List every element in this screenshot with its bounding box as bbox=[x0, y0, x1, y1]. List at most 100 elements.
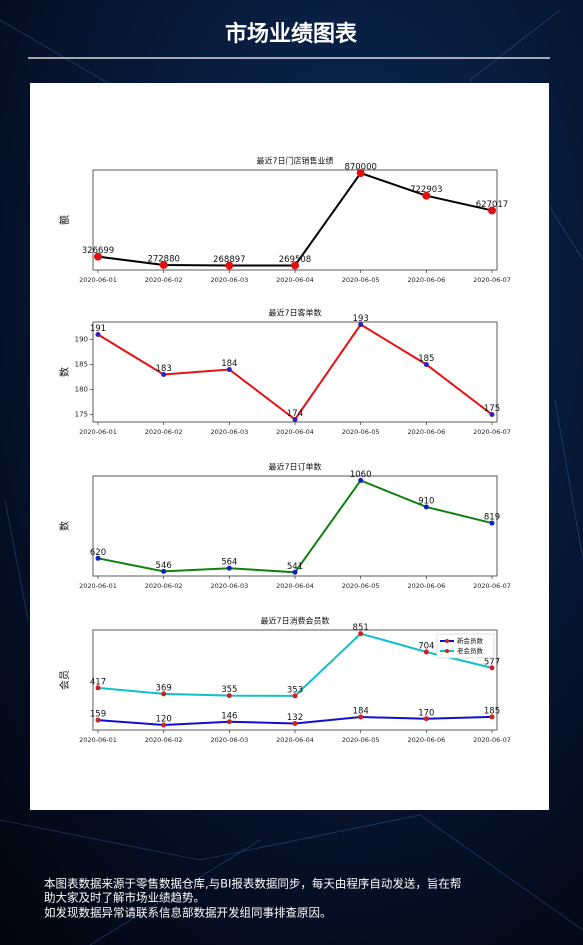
x-tick-label: 2020-06-06 bbox=[407, 428, 445, 436]
x-tick-label: 2020-06-05 bbox=[342, 582, 380, 590]
x-tick-label: 2020-06-02 bbox=[145, 276, 183, 284]
footer-line: 如发现数据异常请联系信息部数据开发组同事排查原因。 bbox=[44, 906, 332, 920]
data-label: 268897 bbox=[213, 255, 245, 265]
x-tick-label: 2020-06-05 bbox=[342, 736, 380, 744]
x-tick-label: 2020-06-07 bbox=[473, 582, 511, 590]
data-label: 577 bbox=[484, 657, 500, 667]
data-label: 185 bbox=[484, 706, 500, 716]
y-tick-label: 185 bbox=[75, 361, 88, 369]
data-label: 541 bbox=[287, 562, 303, 572]
legend-marker bbox=[445, 639, 449, 643]
footer-line: 助大家及时了解市场业绩趋势。 bbox=[44, 891, 205, 905]
chart-title: 最近7日订单数 bbox=[268, 462, 321, 472]
data-point bbox=[489, 665, 495, 671]
x-tick-label: 2020-06-04 bbox=[276, 276, 314, 284]
page-title: 市场业绩图表 bbox=[225, 21, 358, 47]
data-label: 546 bbox=[156, 561, 172, 571]
data-point bbox=[423, 504, 429, 510]
data-label: 1060 bbox=[350, 470, 372, 480]
y-axis-label: 数 bbox=[58, 521, 71, 531]
data-label: 355 bbox=[221, 685, 237, 695]
data-label: 191 bbox=[90, 324, 106, 334]
data-point bbox=[358, 477, 364, 483]
data-point bbox=[94, 252, 102, 261]
data-label: 353 bbox=[287, 685, 303, 695]
data-point bbox=[358, 714, 364, 720]
data-label: 184 bbox=[221, 359, 237, 369]
data-point bbox=[489, 412, 495, 417]
x-tick-label: 2020-06-07 bbox=[473, 428, 511, 436]
data-label: 851 bbox=[353, 623, 369, 633]
chart-title: 最近7日客单数 bbox=[268, 308, 321, 318]
data-point bbox=[292, 417, 298, 422]
data-point bbox=[161, 372, 167, 377]
chart-panel bbox=[30, 83, 549, 810]
data-label: 910 bbox=[418, 496, 434, 506]
data-point bbox=[423, 362, 429, 367]
data-point bbox=[95, 685, 101, 691]
data-label: 184 bbox=[353, 707, 369, 717]
data-point bbox=[292, 693, 298, 699]
x-tick-label: 2020-06-02 bbox=[145, 428, 183, 436]
x-tick-label: 2020-06-02 bbox=[145, 582, 183, 590]
x-tick-label: 2020-06-05 bbox=[342, 276, 380, 284]
y-tick-label: 190 bbox=[75, 336, 88, 344]
footer-line: 本图表数据来源于零售数据仓库,与BI报表数据同步，每天由程序自动发送，旨在帮 bbox=[44, 877, 461, 891]
data-label: 174 bbox=[287, 409, 303, 419]
x-tick-label: 2020-06-05 bbox=[342, 428, 380, 436]
data-label: 132 bbox=[287, 713, 303, 723]
chart-title: 最近7日门店销售业绩 bbox=[256, 156, 333, 166]
legend-label: 老会员数 bbox=[457, 646, 484, 655]
data-point bbox=[292, 569, 298, 575]
data-point bbox=[161, 568, 167, 574]
y-tick-label: 175 bbox=[75, 411, 88, 419]
legend-label: 新会员数 bbox=[457, 636, 484, 645]
data-label: 183 bbox=[156, 364, 172, 374]
data-label: 870000 bbox=[344, 163, 376, 173]
data-label: 620 bbox=[90, 548, 106, 558]
data-point bbox=[159, 260, 168, 269]
x-tick-label: 2020-06-01 bbox=[79, 276, 117, 284]
x-tick-label: 2020-06-01 bbox=[79, 582, 117, 590]
x-tick-label: 2020-06-03 bbox=[210, 428, 248, 436]
data-point bbox=[422, 191, 431, 200]
x-tick-label: 2020-06-06 bbox=[407, 582, 445, 590]
chart-title: 最近7日消费会员数 bbox=[260, 616, 329, 626]
data-label: 564 bbox=[221, 558, 237, 568]
data-point bbox=[423, 649, 429, 655]
data-point bbox=[161, 722, 167, 728]
legend-box bbox=[436, 633, 495, 659]
data-label: 722903 bbox=[410, 185, 442, 195]
data-point bbox=[356, 169, 365, 178]
data-point bbox=[489, 520, 495, 526]
data-point bbox=[423, 716, 429, 722]
data-label: 819 bbox=[484, 513, 500, 523]
x-tick-label: 2020-06-01 bbox=[79, 428, 117, 436]
data-point bbox=[161, 691, 167, 697]
data-point bbox=[226, 367, 232, 372]
x-tick-label: 2020-06-03 bbox=[210, 736, 248, 744]
y-tick-label: 180 bbox=[75, 386, 88, 394]
x-tick-label: 2020-06-01 bbox=[79, 736, 117, 744]
data-point bbox=[226, 693, 232, 699]
data-label: 175 bbox=[484, 404, 500, 414]
data-point bbox=[291, 261, 299, 270]
data-label: 159 bbox=[90, 710, 106, 720]
data-point bbox=[489, 714, 495, 720]
data-label: 146 bbox=[221, 711, 237, 721]
y-axis-label: 会员 bbox=[58, 670, 71, 690]
data-label: 627017 bbox=[476, 200, 508, 210]
y-axis-label: 额 bbox=[58, 215, 71, 225]
x-tick-label: 2020-06-06 bbox=[407, 736, 445, 744]
data-label: 272880 bbox=[147, 254, 179, 264]
y-axis-label: 数 bbox=[58, 367, 71, 377]
data-label: 417 bbox=[90, 677, 106, 687]
x-tick-label: 2020-06-03 bbox=[210, 276, 248, 284]
x-tick-label: 2020-06-04 bbox=[276, 582, 314, 590]
data-point bbox=[95, 555, 101, 561]
data-point bbox=[358, 631, 364, 637]
data-point bbox=[358, 322, 364, 327]
data-point bbox=[225, 261, 234, 270]
x-tick-label: 2020-06-07 bbox=[473, 736, 511, 744]
